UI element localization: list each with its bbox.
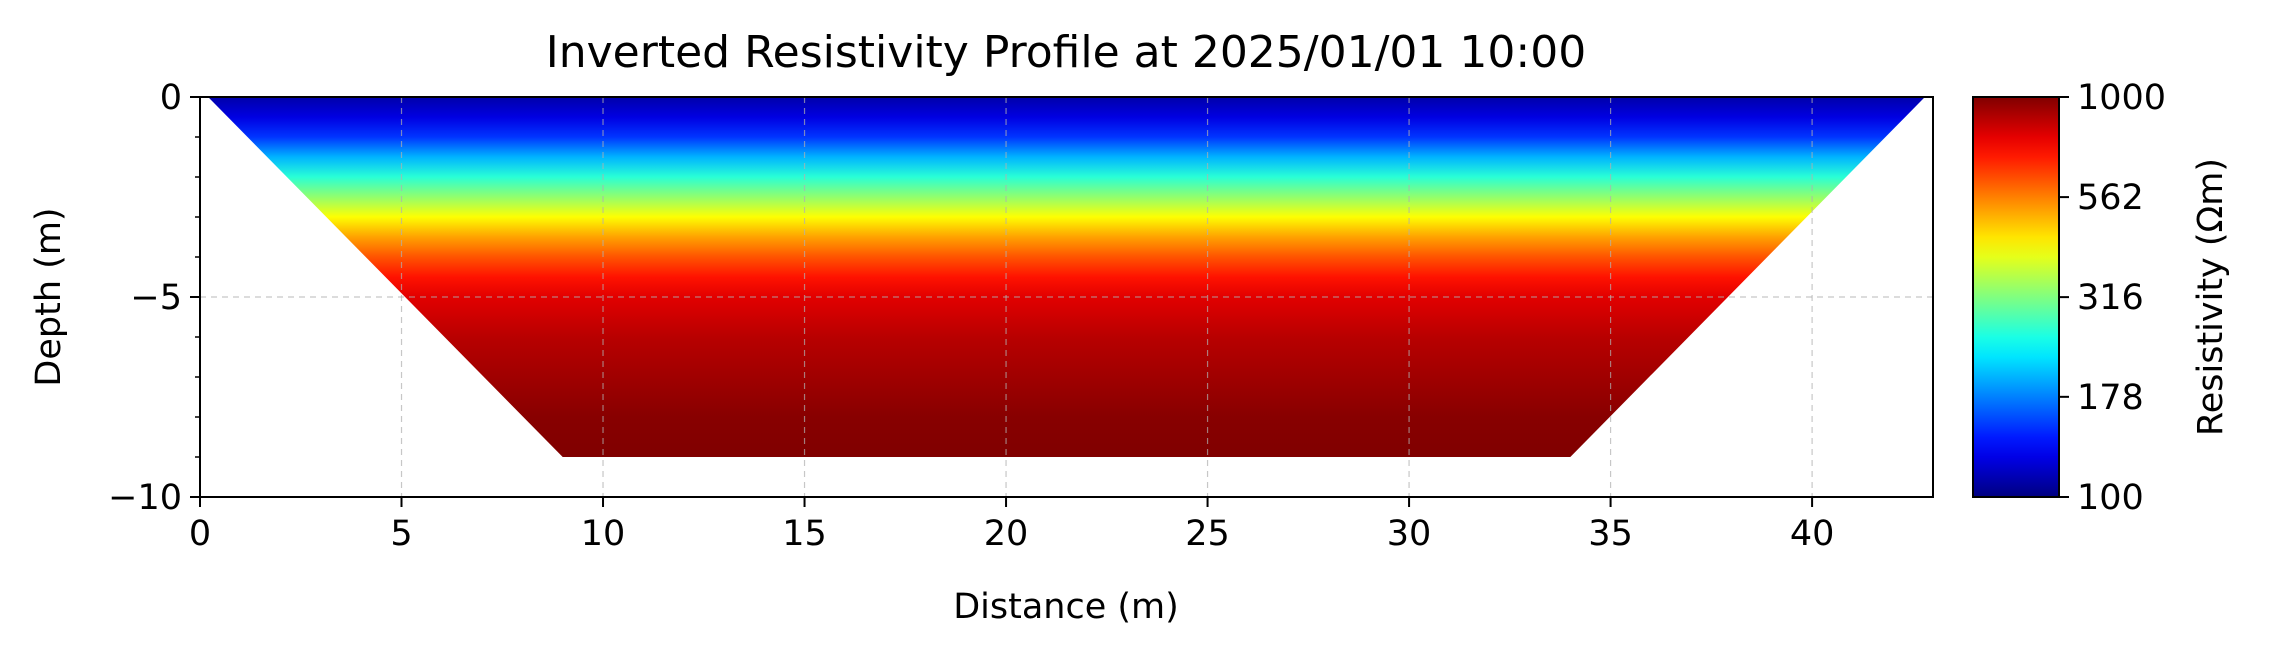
plot-area: 0 5 10 15 20 25 30 35 40 0 −5 −10: [108, 78, 1934, 554]
colorbar-label: Resistivity (Ωm): [2191, 158, 2231, 436]
x-tick-label: 25: [1185, 514, 1230, 554]
x-tick-label: 15: [782, 514, 827, 554]
resistivity-section: [208, 97, 1925, 457]
x-tick-label: 5: [390, 514, 412, 554]
colorbar-tick-label: 178: [2077, 378, 2144, 418]
x-tick-label: 40: [1790, 514, 1835, 554]
x-tick-label: 20: [984, 514, 1029, 554]
y-tick-label: 0: [160, 78, 182, 118]
x-tick-label: 10: [581, 514, 626, 554]
x-tick-label: 30: [1387, 514, 1432, 554]
grid-lines: [200, 97, 1933, 497]
x-tick-label: 0: [189, 514, 211, 554]
colorbar-tick-label: 1000: [2077, 78, 2166, 118]
colorbar-gradient: [1972, 96, 2060, 498]
chart-title: Inverted Resistivity Profile at 2025/01/…: [546, 27, 1586, 78]
y-tick-label: −5: [130, 278, 182, 318]
x-axis: 0 5 10 15 20 25 30 35 40: [189, 497, 1835, 554]
y-tick-label: −10: [108, 478, 182, 518]
colorbar-tick-label: 562: [2077, 178, 2144, 218]
x-tick-label: 35: [1588, 514, 1633, 554]
colorbar-tick-label: 100: [2077, 478, 2144, 518]
y-axis: 0 −5 −10: [108, 78, 200, 518]
y-axis-label: Depth (m): [29, 207, 69, 386]
colorbar-tick-label: 316: [2077, 278, 2144, 318]
colorbar: 100 178 316 562 1000 Resistivity (Ωm): [1972, 78, 2231, 518]
x-axis-label: Distance (m): [953, 587, 1179, 627]
colorbar-ticks: 100 178 316 562 1000: [2059, 78, 2166, 518]
